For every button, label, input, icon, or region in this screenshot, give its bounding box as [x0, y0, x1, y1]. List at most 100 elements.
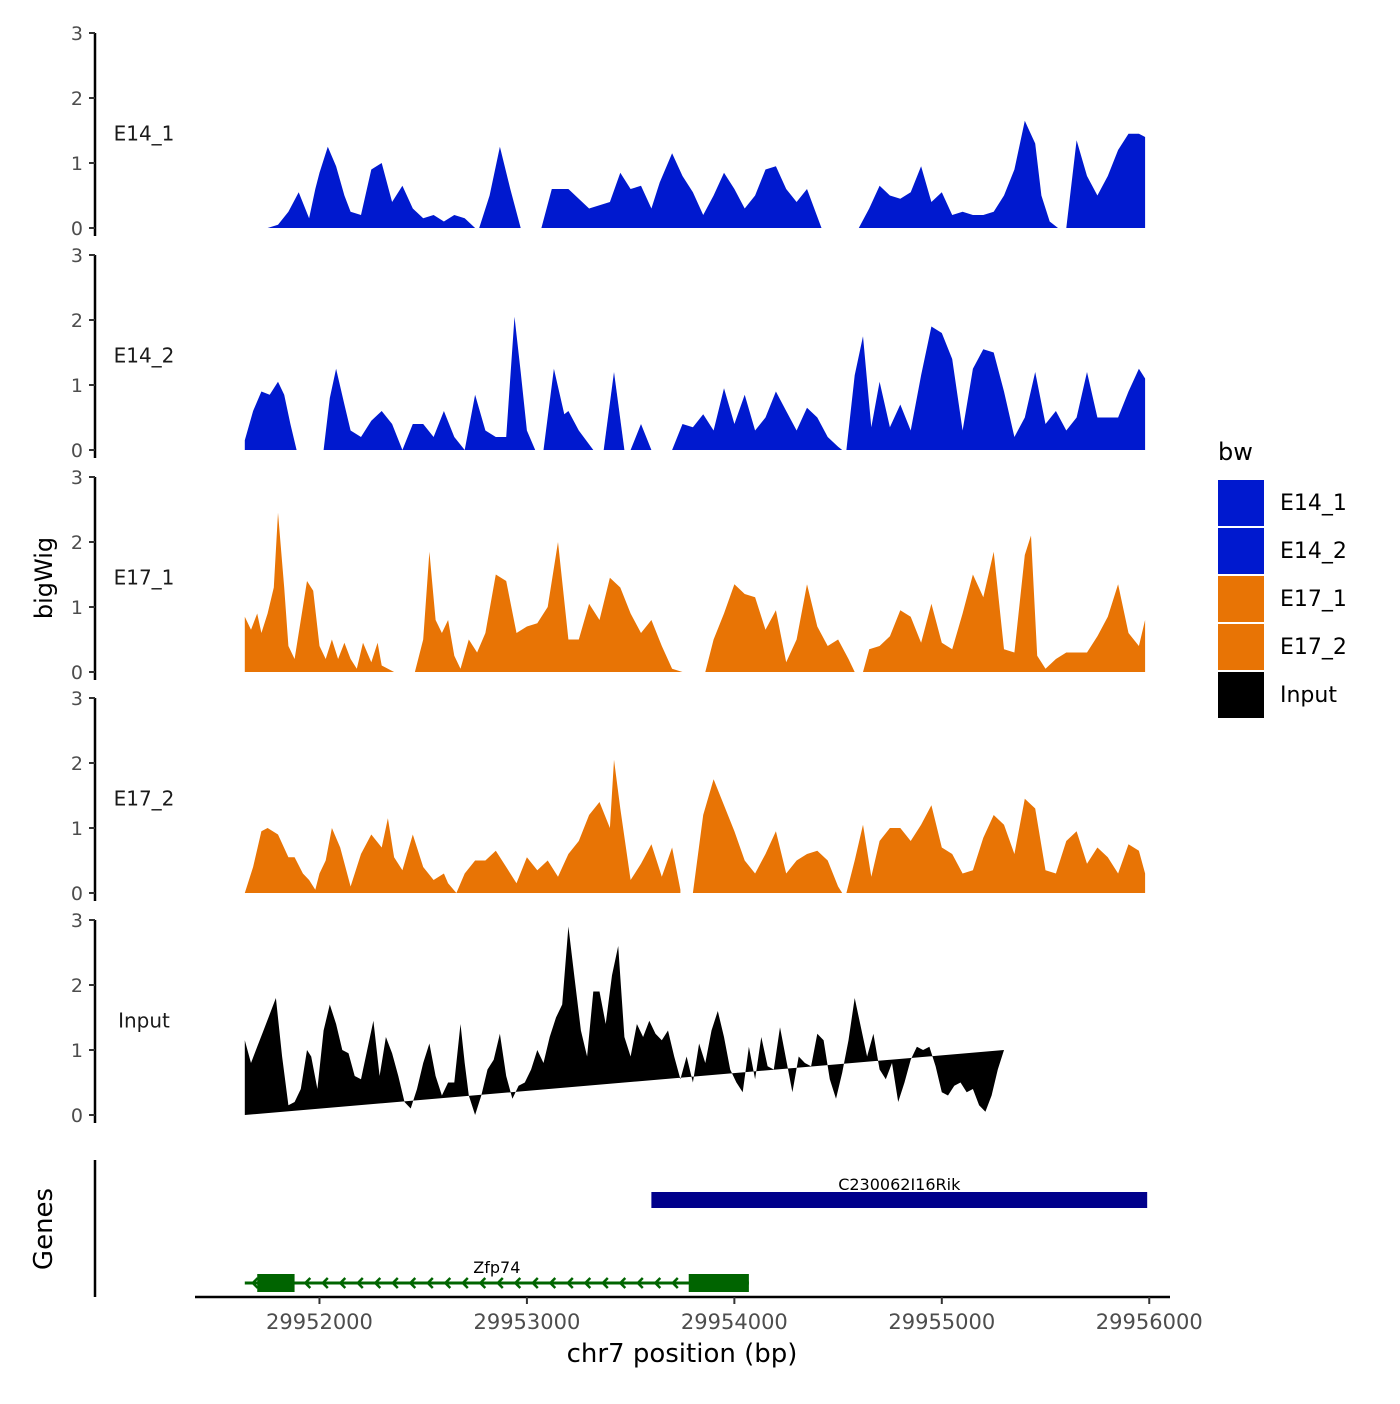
x-axis: 29952000 29953000 29954000 29955000 29956000 — [195, 1295, 1203, 1334]
coverage-area-E14_1 — [1066, 133, 1146, 228]
strand-arrow — [426, 1277, 434, 1289]
coverage-area-E14_2 — [244, 381, 297, 450]
y-tick-label: 2 — [71, 88, 83, 110]
coverage-area-E14_2 — [464, 316, 536, 450]
coverage-area-E14_2 — [603, 372, 625, 450]
x-tick-label: 29956000 — [1096, 1310, 1203, 1334]
track-label: E14_1 — [114, 121, 175, 145]
coverage-area-E14_1 — [541, 153, 822, 228]
y-tick-label: 3 — [71, 910, 83, 932]
track-E17_1: 0 1 2 3 E17_1 — [71, 467, 1146, 684]
strand-arrow — [531, 1277, 539, 1289]
y-tick-label: 1 — [71, 1040, 83, 1062]
strand-arrow — [653, 1277, 662, 1289]
track-label: E14_2 — [114, 343, 175, 367]
x-axis-label: chr7 position (bp) — [567, 1339, 798, 1369]
strand-arrow — [443, 1277, 452, 1289]
legend-label: E14_1 — [1280, 491, 1347, 516]
legend-swatch-E17_2 — [1218, 624, 1264, 670]
y-tick-label: 3 — [71, 23, 83, 45]
legend-label: E17_2 — [1280, 635, 1347, 660]
strand-arrow — [356, 1277, 364, 1289]
x-tick-label: 29954000 — [681, 1310, 788, 1334]
legend-swatch-Input — [1218, 672, 1264, 718]
strand-arrow — [251, 1277, 259, 1289]
y-tick-label: 3 — [71, 245, 83, 267]
y-tick-label: 1 — [71, 818, 83, 840]
coverage-area-E14_1 — [267, 146, 476, 228]
gene-exon — [257, 1274, 295, 1292]
gene-Zfp74: Zfp74 — [244, 1258, 749, 1292]
y-tick-label: 0 — [71, 883, 83, 905]
legend-label: Input — [1280, 683, 1337, 708]
y-tick-label: 0 — [71, 1105, 83, 1127]
coverage-area-E14_1 — [479, 146, 521, 228]
genes-track-label: Genes — [29, 1188, 59, 1270]
y-tick-label: 0 — [71, 440, 83, 462]
gene-C230062I16Rik: C230062I16Rik — [651, 1175, 1148, 1208]
coverage-area-E14_1 — [858, 120, 1058, 228]
y-tick-label: 3 — [71, 467, 83, 489]
legend-label: E14_2 — [1280, 539, 1347, 564]
y-tick-label: 1 — [71, 597, 83, 619]
coverage-area-E17_2 — [244, 818, 457, 893]
coverage-area-E17_2 — [692, 779, 843, 893]
strand-arrow — [566, 1277, 574, 1289]
strand-arrow — [391, 1277, 399, 1289]
strand-arrow — [461, 1277, 469, 1289]
gene-exon — [688, 1274, 749, 1292]
coverage-area-E14_2 — [323, 368, 465, 450]
gene-label: C230062I16Rik — [838, 1175, 961, 1194]
y-tick-label: 2 — [71, 753, 83, 775]
y-tick-label: 2 — [71, 975, 83, 997]
y-tick-label: 3 — [71, 688, 83, 710]
track-label: E17_2 — [114, 786, 175, 810]
strand-arrow — [601, 1277, 609, 1289]
track-E17_2: 0 1 2 3 E17_2 — [71, 688, 1146, 905]
legend-title: bw — [1218, 438, 1253, 466]
coverage-area-E14_2 — [543, 368, 594, 450]
strand-arrow — [303, 1277, 312, 1289]
strand-arrow — [321, 1277, 329, 1289]
x-tick-label: 29953000 — [473, 1310, 580, 1334]
strand-arrow — [636, 1277, 644, 1289]
y-tick-label: 0 — [71, 218, 83, 240]
strand-arrow — [671, 1277, 679, 1289]
legend-swatch-E14_2 — [1218, 528, 1264, 574]
strand-arrow — [338, 1277, 347, 1289]
coverage-tracks: 0 1 2 3 E14_1 0 1 2 3 E14_2 0 1 2 3 E17_1 0 1 2 3 E17_2 0 1 2 3… — [71, 23, 1146, 1127]
coverage-area-E17_1 — [244, 512, 411, 672]
x-tick-label: 29952000 — [266, 1310, 373, 1334]
legend-swatch-E14_1 — [1218, 480, 1264, 526]
legend-swatch-E17_1 — [1218, 576, 1264, 622]
coverage-area-E17_1 — [705, 584, 855, 672]
strand-arrow — [583, 1277, 592, 1289]
coverage-area-E17_2 — [846, 798, 1146, 893]
gene-body — [651, 1192, 1148, 1208]
strand-arrow — [478, 1277, 487, 1289]
coverage-area-E14_2 — [672, 388, 843, 450]
strand-arrow — [496, 1277, 504, 1289]
legend-label: E17_1 — [1280, 587, 1347, 612]
genes-track: C230062I16Rik Zfp74 — [93, 1160, 1148, 1297]
y-axis-label: bigWig — [30, 537, 58, 619]
coverage-area-E14_2 — [630, 424, 652, 450]
legend: bw E14_1 E14_2 E17_1 E17_2 Input — [1218, 438, 1347, 718]
gene-label: Zfp74 — [473, 1258, 520, 1277]
coverage-area-Input — [244, 926, 1005, 1115]
track-E14_2: 0 1 2 3 E14_2 — [71, 245, 1146, 462]
strand-arrow — [373, 1277, 382, 1289]
x-tick-label: 29955000 — [888, 1310, 995, 1334]
strand-arrow — [513, 1277, 522, 1289]
coverage-area-E17_2 — [456, 759, 681, 893]
y-tick-label: 0 — [71, 662, 83, 684]
track-E14_1: 0 1 2 3 E14_1 — [71, 23, 1146, 240]
strand-arrow — [618, 1277, 627, 1289]
y-tick-label: 1 — [71, 375, 83, 397]
coverage-area-E17_1 — [863, 535, 1146, 672]
track-label: Input — [118, 1008, 170, 1032]
y-tick-label: 1 — [71, 153, 83, 175]
strand-arrow — [548, 1277, 557, 1289]
